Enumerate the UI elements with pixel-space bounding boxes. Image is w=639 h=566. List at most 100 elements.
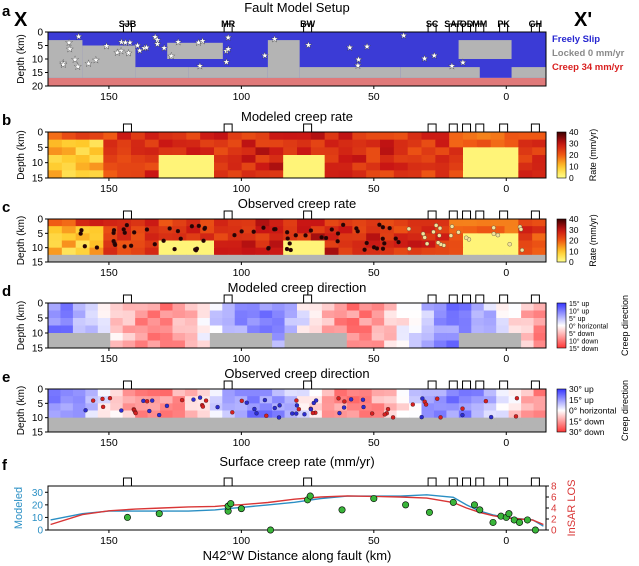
direction-cell: [334, 424, 348, 433]
heat-cell: [48, 233, 63, 241]
direction-cell: [471, 318, 485, 326]
heat-cell: [476, 170, 492, 179]
depth-tick-label: 5: [37, 41, 43, 52]
direction-cell: [272, 303, 286, 311]
direction-cell: [222, 410, 236, 419]
depth-tick-label: 15: [32, 68, 44, 79]
obs-point: [424, 241, 430, 246]
heat-cell: [89, 247, 104, 256]
heat-cell: [117, 240, 132, 249]
station-label: BW: [300, 19, 315, 29]
depth-tick-label: 5: [37, 399, 43, 410]
direction-cell: [247, 340, 261, 349]
direction-cell: [421, 424, 435, 433]
direction-cell: [247, 424, 261, 433]
heat-cell: [89, 254, 104, 263]
heat-cell: [241, 226, 256, 234]
obs-point: [252, 406, 257, 412]
heat-cell: [532, 132, 547, 141]
direction-cell: [371, 318, 385, 326]
depth-tick-label: 0: [37, 28, 43, 39]
colorbar-tick-label: 0° horizontal: [569, 323, 608, 331]
direction-cell: [284, 340, 298, 349]
direction-cell: [135, 410, 149, 419]
heat-cell: [380, 254, 395, 263]
obs-point: [431, 229, 436, 235]
direction-cell: [458, 318, 472, 326]
heat-cell: [366, 233, 381, 241]
station-marker: [122, 123, 132, 133]
heat-cell: [227, 170, 243, 179]
obs-point: [128, 243, 134, 248]
direction-cell: [458, 325, 472, 334]
direction-cell: [409, 325, 422, 334]
colorbar-tick-label: 30° up: [569, 384, 594, 394]
y-tick-label-left: 20: [32, 500, 44, 511]
earthquake-star: ★: [261, 51, 269, 61]
colorbar-tick-label: 30: [569, 139, 579, 149]
obs-point: [239, 229, 244, 234]
direction-cell: [85, 424, 99, 433]
heat-cell: [48, 162, 63, 171]
heat-cell: [131, 247, 146, 256]
direction-cell: [122, 424, 136, 433]
locked-patch: [167, 42, 223, 59]
heat-cell: [518, 132, 533, 141]
surface-plot-frame: [47, 485, 547, 531]
direction-cell: [284, 417, 298, 426]
station-label: OD: [460, 19, 474, 29]
heat-cell: [75, 240, 90, 249]
direction-cell: [247, 318, 261, 326]
panel-d: d Modeled creep direction 0 5 10 15 Depth (km)…: [2, 280, 630, 365]
direction-cell: [284, 333, 298, 341]
direction-cell: [334, 389, 348, 397]
heat-cell: [407, 226, 422, 234]
obs-point: [422, 235, 427, 240]
gps-point: [227, 500, 235, 508]
direction-cell: [371, 325, 385, 334]
heat-cell: [186, 132, 201, 141]
heat-cell: [227, 147, 243, 156]
direction-cell: [483, 424, 497, 433]
obs-point: [434, 223, 439, 228]
heat-cell: [504, 170, 519, 179]
direction-cell: [359, 410, 373, 419]
heat-cell: [61, 226, 77, 234]
heat-cell: [421, 247, 436, 256]
direction-cell: [197, 310, 211, 319]
direction-cell: [321, 424, 335, 433]
obs-point: [251, 229, 256, 234]
heat-cell: [227, 139, 243, 148]
heat-cell: [504, 139, 519, 148]
direction-cell: [160, 424, 173, 433]
direction-cell: [184, 333, 198, 341]
gps-point: [516, 518, 524, 526]
heat-cell: [324, 139, 339, 148]
heat-cell: [227, 219, 243, 227]
direction-cell: [458, 389, 472, 397]
obs-point: [393, 236, 398, 241]
direction-cell: [247, 303, 261, 311]
direction-cell: [297, 340, 310, 349]
direction-cell: [184, 389, 198, 397]
direction-cell: [197, 318, 211, 326]
heat-cell: [227, 162, 243, 171]
heat-cell: [144, 170, 160, 179]
direction-cell: [297, 417, 310, 426]
earthquake-star: ★: [430, 50, 438, 60]
heat-cell: [324, 254, 339, 263]
colorbar-tick-label: 15° down: [569, 345, 598, 353]
direction-cell: [384, 333, 398, 341]
direction-cell: [97, 303, 111, 311]
direction-cell: [508, 424, 522, 433]
heat-cell: [144, 226, 160, 234]
direction-cell: [321, 340, 335, 349]
obs-point: [342, 399, 347, 404]
station-marker: [448, 123, 458, 133]
direction-cell: [371, 310, 385, 319]
heat-cell: [269, 254, 284, 263]
direction-cell: [371, 417, 385, 426]
direction-cell: [433, 318, 447, 326]
direction-cell: [197, 389, 211, 397]
earthquake-star: ★: [354, 61, 362, 71]
